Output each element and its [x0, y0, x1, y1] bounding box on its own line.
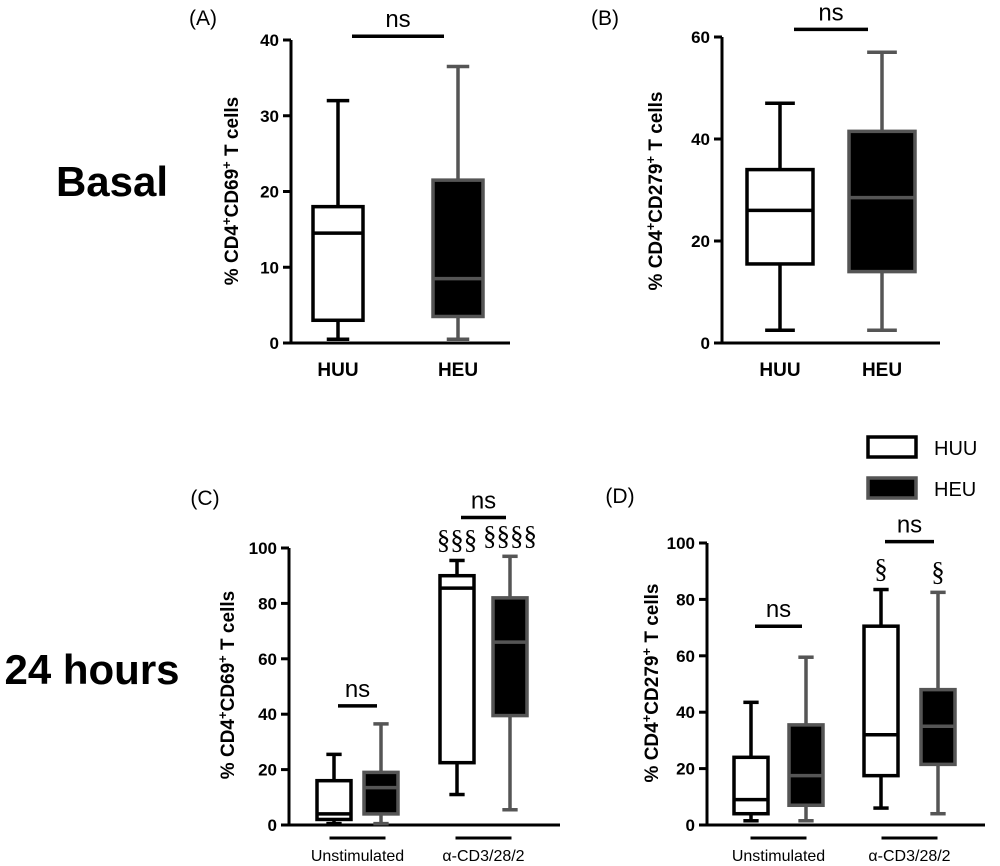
- x-category-label: HEU: [862, 360, 902, 381]
- legend-label-heu: HEU: [934, 479, 976, 501]
- y-tick-label: 10: [260, 258, 279, 277]
- panel-letter: (A): [189, 7, 217, 30]
- y-tick-label: 0: [268, 816, 277, 835]
- significance-label: ns: [766, 596, 791, 623]
- x-category-label: HEU: [438, 360, 478, 381]
- box-huu: [862, 624, 900, 778]
- box-huu: [311, 204, 365, 323]
- y-axis-label: % CD4+CD279+ T cells: [639, 584, 664, 783]
- box-heu: [847, 129, 917, 274]
- significance-marker: §§§§: [483, 520, 537, 550]
- x-group-label: Unstimulated: [732, 848, 825, 865]
- box-heu: [362, 770, 400, 816]
- legend-swatch-huu: [866, 435, 918, 459]
- significance-marker: §: [874, 554, 888, 584]
- legend-label-huu: HUU: [934, 438, 977, 460]
- significance-label: ns: [385, 6, 410, 33]
- box-heu: [431, 178, 485, 319]
- significance-marker: §§§: [437, 524, 478, 554]
- y-axis-label: % CD4+CD69+ T cells: [215, 591, 240, 779]
- box-heu: [787, 723, 825, 808]
- y-tick-label: 20: [258, 761, 277, 780]
- panel-c: (C) 0 20 40 60 80 100 % CD4+CD69+ T cells §§§ §§§…: [190, 487, 560, 865]
- panel-b: (B) 0 20 40 60 % CD4+CD279+ T cells HUU HEU ns: [591, 0, 940, 381]
- y-tick-label: 80: [676, 590, 695, 609]
- y-tick-label: 20: [676, 760, 695, 779]
- significance-label: ns: [471, 488, 496, 515]
- x-group-label: Unstimulated: [311, 848, 404, 865]
- y-tick-label: 40: [258, 705, 277, 724]
- x-group-label: α-CD3/28/2: [442, 848, 524, 865]
- legend-swatch-heu: [866, 476, 918, 500]
- box-huu: [745, 167, 815, 266]
- x-group-label: α-CD3/28/2: [868, 848, 950, 865]
- legend: HUU HEU: [866, 435, 977, 501]
- panel-letter: (D): [605, 485, 634, 508]
- significance-label: ns: [345, 676, 370, 703]
- y-axis-label: % CD4+CD279+ T cells: [643, 92, 668, 291]
- y-tick-label: 100: [667, 534, 695, 553]
- significance-label: ns: [897, 512, 922, 539]
- y-tick-label: 0: [701, 334, 710, 353]
- box-huu: [438, 573, 476, 765]
- x-category-label: HUU: [759, 360, 800, 381]
- row-label-basal: Basal: [56, 158, 168, 205]
- y-tick-label: 60: [676, 647, 695, 666]
- significance-marker: §: [931, 556, 945, 586]
- panel-a: (A) 0 10 20 30 40 % CD4+CD69+ T cells HUU HEU ns: [189, 6, 510, 381]
- panel-d: (D) 0 20 40 60 80 100 % CD4+CD279+ T cells § § Uns…: [605, 485, 985, 865]
- y-tick-label: 20: [691, 232, 710, 251]
- y-tick-label: 60: [691, 28, 710, 47]
- y-tick-label: 30: [260, 107, 279, 126]
- y-tick-label: 40: [691, 130, 710, 149]
- significance-label: ns: [818, 0, 843, 26]
- y-tick-label: 80: [258, 594, 277, 613]
- panel-letter: (B): [591, 7, 619, 30]
- y-tick-label: 0: [686, 816, 695, 835]
- row-label-24-hours: 24 hours: [4, 646, 179, 693]
- y-axis-label: % CD4+CD69+ T cells: [219, 97, 244, 285]
- y-tick-label: 0: [270, 334, 279, 353]
- box-heu: [491, 596, 529, 718]
- y-tick-label: 40: [676, 703, 695, 722]
- y-tick-label: 100: [249, 539, 277, 558]
- x-category-label: HUU: [317, 360, 358, 381]
- y-tick-label: 20: [260, 183, 279, 202]
- y-tick-label: 40: [260, 31, 279, 50]
- y-tick-label: 60: [258, 650, 277, 669]
- panel-letter: (C): [190, 487, 219, 510]
- box-huu: [732, 755, 770, 816]
